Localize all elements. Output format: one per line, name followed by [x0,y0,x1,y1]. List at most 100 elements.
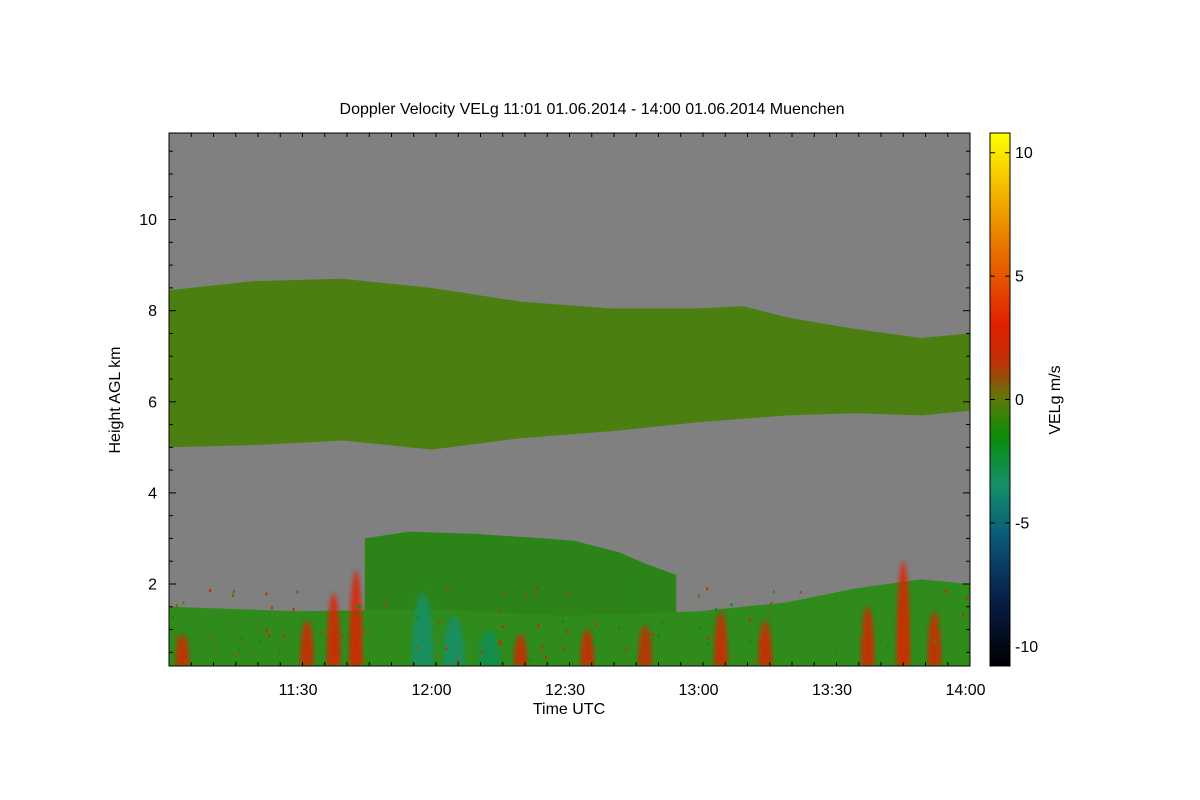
speckle [320,631,323,635]
speckle [564,661,567,665]
updraft-patch-2 [326,593,341,666]
speckle [539,653,542,657]
speckle [209,589,212,592]
speckle [749,639,752,643]
speckle [894,622,897,626]
speckle [265,592,268,596]
y-tick-label: 10 [139,212,157,229]
speckle [521,635,524,639]
speckle [292,608,295,611]
speckle [357,610,360,614]
speckle [591,640,594,644]
speckle [661,621,663,625]
colorbar-tick-label: -5 [1015,515,1029,532]
speckle [657,634,660,638]
speckle [890,657,893,661]
speckle [240,637,243,641]
speckle [256,626,259,630]
speckle [534,594,537,598]
speckle [369,633,372,636]
x-tick-label: 11:30 [279,682,318,699]
speckle [192,622,195,625]
speckle [238,648,240,652]
speckle [499,640,502,644]
speckle [524,593,527,597]
speckle [172,615,174,619]
speckle [174,636,177,640]
speckle [607,638,610,642]
speckle [182,601,185,605]
speckle [537,595,540,598]
speckle [695,659,698,663]
updraft-patch-8 [758,620,773,666]
speckle [937,623,940,627]
speckle [929,617,931,621]
speckle [499,610,502,614]
updraft-patch-5 [580,629,595,666]
downdraft-patch-1 [442,615,465,666]
speckle [962,612,965,615]
speckle [561,620,564,623]
speckle [793,609,796,613]
speckle [210,635,213,639]
speckle [674,635,676,639]
speckle [358,605,361,609]
updraft-patch-4 [513,634,528,666]
speckle [698,625,701,629]
speckle [175,604,178,607]
speckle [365,656,368,659]
speckle [772,590,775,594]
x-tick-label: 12:30 [545,682,585,699]
colorbar: -10 -5 0 5 10 VELg m/s [989,132,1064,667]
plot-area: 11:30 12:00 12:30 13:00 13:30 14:00 2 4 6 8 10 [139,132,986,699]
updraft-patch-1 [299,620,314,666]
y-tick-label: 6 [148,394,157,411]
speckle [625,648,628,652]
speckle [480,650,483,654]
speckle [530,630,532,633]
x-tick-label: 13:30 [812,682,852,699]
speckle [284,653,287,657]
speckle [764,622,767,626]
speckle [433,663,436,666]
speckle [456,659,459,663]
updraft-patch-6 [638,625,653,666]
speckle [364,661,367,665]
speckle [567,629,570,633]
speckle [231,593,234,597]
speckle [879,588,882,592]
speckle [595,622,598,626]
speckle [715,608,717,611]
updraft-patch-0 [175,634,190,666]
speckle [767,613,770,617]
speckle [880,637,883,641]
speckle [801,608,804,611]
speckle [939,616,942,619]
updraft-patch-9 [860,606,875,666]
speckle [926,600,929,604]
y-axis-label: Height AGL km [107,346,124,453]
speckle [652,633,654,637]
speckle [232,590,235,593]
speckle [775,660,778,664]
speckle [416,646,419,650]
colorbar-tick-label: 0 [1015,392,1024,409]
x-tick-label: 13:00 [679,682,719,699]
speckle [544,655,547,659]
speckle [961,613,964,617]
downdraft-patch-2 [478,629,501,666]
speckle [259,639,262,643]
speckle [347,634,350,637]
speckle [944,590,947,593]
updraft-patch-10 [896,561,911,666]
speckle [385,603,388,607]
y-tick-label: 4 [148,485,157,502]
speckle [613,612,616,616]
speckle [877,627,880,631]
speckle [711,652,714,656]
speckle [707,643,710,646]
colorbar-tick-label: -10 [1015,639,1038,656]
speckle [763,628,765,632]
speckle [239,641,242,644]
speckle [502,625,504,629]
